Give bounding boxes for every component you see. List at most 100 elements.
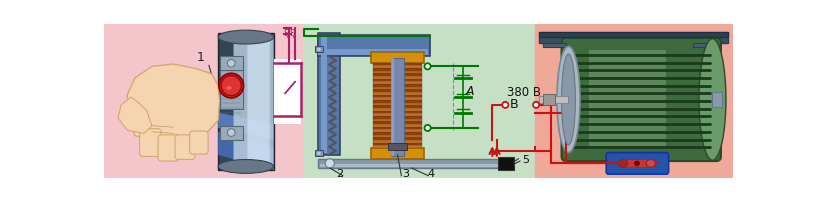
Bar xyxy=(693,43,717,47)
Bar xyxy=(372,52,424,62)
Bar xyxy=(373,71,422,73)
Bar xyxy=(373,65,422,68)
Bar xyxy=(373,135,422,137)
Ellipse shape xyxy=(632,160,641,167)
Text: 2: 2 xyxy=(337,169,343,179)
Text: ξ: ξ xyxy=(283,29,288,38)
Bar xyxy=(319,33,340,155)
Polygon shape xyxy=(218,113,274,140)
Circle shape xyxy=(533,102,539,108)
Bar xyxy=(535,24,733,178)
Bar xyxy=(623,160,651,167)
Bar xyxy=(315,150,323,156)
Bar xyxy=(373,97,422,100)
Bar xyxy=(388,143,407,150)
Bar xyxy=(373,111,422,113)
Bar xyxy=(218,33,274,170)
Text: 1: 1 xyxy=(197,51,204,64)
Bar xyxy=(373,79,422,81)
Bar xyxy=(373,116,422,119)
Circle shape xyxy=(635,161,640,166)
Ellipse shape xyxy=(646,160,655,167)
Bar xyxy=(373,95,422,97)
Polygon shape xyxy=(248,36,270,168)
Bar xyxy=(319,35,430,56)
Circle shape xyxy=(317,151,321,156)
Bar xyxy=(373,103,422,105)
Bar xyxy=(105,24,305,178)
Polygon shape xyxy=(218,132,274,170)
FancyBboxPatch shape xyxy=(158,135,179,161)
Bar xyxy=(305,24,535,178)
Bar xyxy=(373,87,422,89)
Text: 4: 4 xyxy=(428,169,435,179)
Bar xyxy=(543,43,566,47)
Bar xyxy=(373,100,422,103)
Bar xyxy=(373,127,422,129)
Circle shape xyxy=(425,125,431,131)
Ellipse shape xyxy=(557,46,580,153)
Bar xyxy=(373,81,422,84)
Bar xyxy=(391,58,404,156)
FancyBboxPatch shape xyxy=(175,135,195,160)
Bar xyxy=(373,68,422,71)
Text: 380 B: 380 B xyxy=(507,86,541,99)
Bar xyxy=(391,58,394,156)
Bar xyxy=(589,50,667,149)
Bar xyxy=(220,56,243,70)
Bar xyxy=(373,129,422,132)
Bar xyxy=(373,124,422,127)
Bar xyxy=(373,121,422,124)
Bar xyxy=(539,32,728,43)
Bar xyxy=(543,94,555,105)
Circle shape xyxy=(227,129,235,136)
Text: A: A xyxy=(466,85,474,98)
Circle shape xyxy=(317,47,321,52)
Bar xyxy=(539,32,728,37)
Circle shape xyxy=(325,159,334,168)
Bar xyxy=(220,126,243,140)
Bar xyxy=(373,76,422,79)
Circle shape xyxy=(425,63,431,69)
Bar xyxy=(373,119,422,121)
Polygon shape xyxy=(127,64,220,143)
Bar xyxy=(373,89,422,92)
Bar xyxy=(274,59,301,124)
FancyBboxPatch shape xyxy=(606,153,668,174)
Ellipse shape xyxy=(618,160,627,167)
Circle shape xyxy=(221,76,241,96)
FancyBboxPatch shape xyxy=(190,131,208,154)
Ellipse shape xyxy=(218,160,274,173)
Text: 5: 5 xyxy=(522,155,529,165)
Polygon shape xyxy=(118,97,152,133)
Bar xyxy=(315,46,323,52)
Text: B: B xyxy=(510,98,519,111)
Bar xyxy=(373,84,422,87)
Polygon shape xyxy=(234,35,274,169)
Text: ξ: ξ xyxy=(290,29,294,38)
Bar xyxy=(372,148,424,159)
Bar xyxy=(373,108,422,111)
Bar xyxy=(220,70,243,109)
Text: 3: 3 xyxy=(402,169,408,179)
Bar xyxy=(373,113,422,116)
Bar xyxy=(319,49,428,55)
Circle shape xyxy=(227,59,235,67)
Bar xyxy=(539,96,569,103)
Bar xyxy=(373,132,422,135)
Bar xyxy=(712,92,721,107)
Bar xyxy=(373,145,422,148)
Bar xyxy=(373,143,422,145)
FancyBboxPatch shape xyxy=(561,38,721,161)
Bar xyxy=(498,157,514,170)
Bar xyxy=(319,164,511,167)
FancyBboxPatch shape xyxy=(140,129,161,156)
Bar xyxy=(373,137,422,140)
Bar xyxy=(373,73,422,76)
Bar xyxy=(373,140,422,143)
Bar xyxy=(373,105,422,108)
Circle shape xyxy=(502,102,508,108)
Bar xyxy=(321,35,328,153)
Ellipse shape xyxy=(218,30,274,44)
Ellipse shape xyxy=(226,86,231,90)
